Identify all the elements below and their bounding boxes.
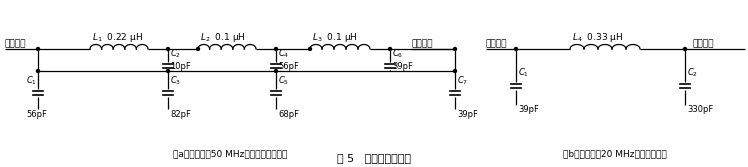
Text: $C_1$: $C_1$: [26, 74, 37, 87]
Circle shape: [453, 47, 456, 50]
Text: （a）截止频率50 MHz的七阶椭圆滤波器: （a）截止频率50 MHz的七阶椭圆滤波器: [173, 149, 287, 158]
Text: 39pF: 39pF: [392, 62, 413, 71]
Text: 信号输入: 信号输入: [5, 39, 26, 48]
Circle shape: [275, 47, 278, 50]
Text: $C_6$: $C_6$: [392, 47, 403, 60]
Text: 56pF: 56pF: [26, 110, 47, 119]
Text: $C_2$: $C_2$: [170, 47, 181, 60]
Text: 信号输出: 信号输出: [693, 39, 714, 48]
Text: $C_5$: $C_5$: [278, 74, 289, 87]
Text: $L_2$  0.1 μH: $L_2$ 0.1 μH: [200, 31, 246, 44]
Circle shape: [275, 69, 278, 72]
Circle shape: [37, 69, 40, 72]
Text: 56pF: 56pF: [278, 62, 299, 71]
Text: 10pF: 10pF: [170, 62, 191, 71]
Circle shape: [37, 47, 40, 50]
Circle shape: [308, 47, 311, 50]
Text: 图 5   滤波器电路设计: 图 5 滤波器电路设计: [337, 153, 411, 163]
Circle shape: [167, 69, 170, 72]
Text: 信号输出: 信号输出: [412, 39, 434, 48]
Circle shape: [453, 69, 456, 72]
Text: （b）截止频率20 MHz的高斯滤波器: （b）截止频率20 MHz的高斯滤波器: [563, 149, 667, 158]
Text: $L_3$  0.1 μH: $L_3$ 0.1 μH: [312, 31, 358, 44]
Text: 330pF: 330pF: [687, 105, 714, 114]
Circle shape: [388, 47, 391, 50]
Text: 信号输入: 信号输入: [486, 39, 507, 48]
Text: $C_3$: $C_3$: [170, 74, 181, 87]
Text: $C_7$: $C_7$: [457, 74, 468, 87]
Text: 39pF: 39pF: [457, 110, 478, 119]
Text: $C_1$: $C_1$: [518, 66, 529, 79]
Circle shape: [684, 47, 687, 50]
Text: 39pF: 39pF: [518, 105, 539, 114]
Text: $C_2$: $C_2$: [687, 66, 698, 79]
Text: $C_4$: $C_4$: [278, 47, 289, 60]
Text: $L_1$  0.22 μH: $L_1$ 0.22 μH: [92, 31, 143, 44]
Text: 82pF: 82pF: [170, 110, 191, 119]
Circle shape: [515, 47, 518, 50]
Circle shape: [197, 47, 200, 50]
Text: 68pF: 68pF: [278, 110, 299, 119]
Text: $L_4$  0.33 μH: $L_4$ 0.33 μH: [572, 31, 624, 44]
Circle shape: [167, 47, 170, 50]
